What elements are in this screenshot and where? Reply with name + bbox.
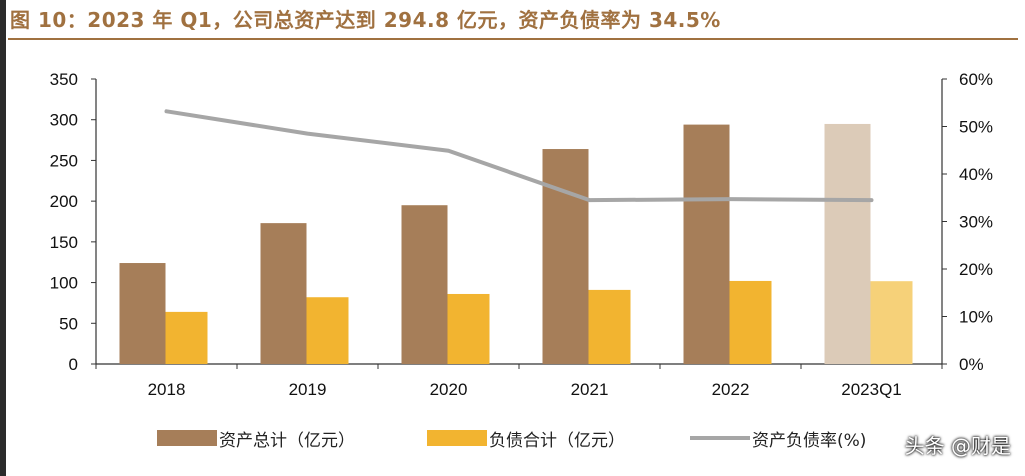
y-right-tick-label: 20% xyxy=(959,260,993,279)
y-right-tick-label: 40% xyxy=(959,165,993,184)
bar-liabilities xyxy=(729,280,772,364)
bar-assets xyxy=(260,223,307,364)
bar-liabilities xyxy=(588,289,631,364)
y-right-tick-label: 10% xyxy=(959,308,993,327)
y-left-tick-label: 0 xyxy=(69,355,78,374)
x-tick-label: 2021 xyxy=(571,380,609,399)
legend-swatch-liabilities xyxy=(427,430,487,446)
legend-swatch-ratio xyxy=(690,436,750,440)
bar-liabilities xyxy=(306,297,349,364)
y-left-tick-label: 350 xyxy=(50,70,78,89)
y-left-tick-label: 300 xyxy=(50,111,78,130)
legend-label-ratio: 资产负债率(%) xyxy=(752,430,867,451)
y-right-tick-label: 30% xyxy=(959,213,993,232)
ratio-line xyxy=(164,109,874,203)
y-right-tick-label: 0% xyxy=(959,355,984,374)
bar-assets xyxy=(683,124,730,364)
bar-assets xyxy=(401,205,448,364)
title-underline xyxy=(8,38,1018,40)
legend: 资产总计（亿元） 负债合计（亿元） 资产负债率(%) xyxy=(0,424,1025,452)
legend-item-ratio: 资产负债率(%) xyxy=(690,424,866,452)
x-tick-label: 2020 xyxy=(430,380,468,399)
watermark: 头条 @财是 xyxy=(904,434,1011,458)
chart-title: 图 10：2023 年 Q1，公司总资产达到 294.8 亿元，资产负债率为 3… xyxy=(10,8,721,32)
y-left-tick-label: 250 xyxy=(50,151,78,170)
bar-liabilities xyxy=(870,281,913,364)
y-right-tick-label: 50% xyxy=(959,118,993,137)
y-left-tick-label: 100 xyxy=(50,274,78,293)
x-tick-label: 2019 xyxy=(289,380,327,399)
legend-item-assets: 资产总计（亿元） xyxy=(157,424,355,452)
y-right-tick-label: 60% xyxy=(959,70,993,89)
y-left-tick-label: 150 xyxy=(50,233,78,252)
legend-item-liabilities: 负债合计（亿元） xyxy=(427,424,625,452)
bar-liabilities xyxy=(165,311,208,364)
legend-swatch-assets xyxy=(157,430,217,446)
legend-label-assets: 资产总计（亿元） xyxy=(219,430,355,451)
bar-assets xyxy=(542,149,589,364)
x-tick-label: 2022 xyxy=(712,380,750,399)
y-left-tick-label: 50 xyxy=(59,314,78,333)
x-tick-label: 2018 xyxy=(148,380,186,399)
y-left-tick-label: 200 xyxy=(50,192,78,211)
legend-label-liabilities: 负债合计（亿元） xyxy=(489,430,625,451)
bar-assets xyxy=(824,123,871,364)
bar-assets xyxy=(119,263,166,364)
bar-liabilities xyxy=(447,293,490,364)
left-edge-strip xyxy=(0,0,6,476)
x-tick-label: 2023Q1 xyxy=(841,380,902,399)
